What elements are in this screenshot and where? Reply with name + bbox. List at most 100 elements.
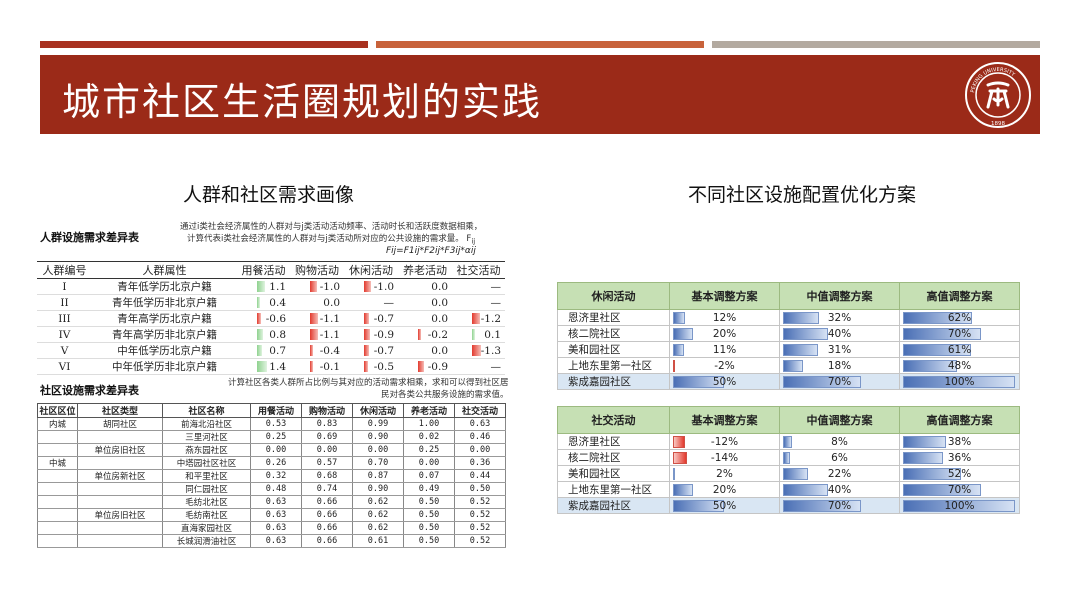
- data-bar: [673, 436, 686, 448]
- plan-value-cell: 62%: [899, 309, 1020, 326]
- value-bar: [472, 313, 481, 324]
- crowd-value-cell: 0.1: [452, 326, 505, 343]
- data-bar: [783, 436, 792, 448]
- plan-value: -14%: [710, 451, 739, 464]
- community-value: 0.48: [250, 482, 302, 496]
- community-table-note: 计算社区各类人群所占比例与其对应的活动需求相乘，求和可以得到社区居 民对各类公共…: [228, 377, 509, 401]
- value-bar: [310, 361, 313, 372]
- plan-value-cell: 31%: [779, 341, 900, 358]
- community-value: 0.25: [250, 430, 302, 444]
- leisure-activity-table: 休闲活动 基本调整方案 中值调整方案 高值调整方案 恩济里社区 12% 32% 62% 核二院…: [557, 282, 1020, 390]
- crowd-value-cell: -0.5: [344, 358, 398, 375]
- crowd-value-cell: 1.4: [237, 358, 290, 375]
- community-name: 核二院社区: [557, 325, 670, 342]
- community-value: 0.50: [454, 482, 506, 496]
- crowd-id: I: [37, 278, 92, 295]
- social_table-header: 基本调整方案: [669, 406, 780, 434]
- plan-value-cell: 8%: [779, 433, 900, 450]
- value-bar: [257, 345, 262, 356]
- table-row: 紫成嘉园社区 50% 70% 100%: [557, 373, 1020, 390]
- title-bar: 城市社区生活圈规划的实践 PEKING UNIVERSITY 1898: [40, 55, 1040, 134]
- community-table-header: 购物活动: [301, 403, 353, 418]
- top-stripe-dark-red: [40, 41, 368, 48]
- community-value: 0.61: [352, 534, 404, 548]
- crowd-value-cell: 0.0: [398, 278, 452, 295]
- community-value: 0.62: [352, 508, 404, 522]
- social_table-header: 高值调整方案: [899, 406, 1020, 434]
- value-bar: [472, 345, 482, 356]
- community-name: 毛纺北社区: [162, 495, 251, 509]
- plan-value-cell: 20%: [669, 325, 780, 342]
- community-location: [37, 430, 78, 444]
- community-value: 0.87: [352, 469, 404, 483]
- value-bar: [364, 281, 371, 292]
- community-value: 0.53: [250, 417, 302, 431]
- community-name: 恩济里社区: [557, 433, 670, 450]
- community-type: 单位房新社区: [77, 469, 163, 483]
- community-name: 燕东园社区: [162, 443, 251, 457]
- community-value: 0.52: [454, 521, 506, 535]
- plan-value-cell: 70%: [779, 497, 900, 514]
- crowd-value: —: [490, 280, 502, 293]
- community-value: 0.63: [250, 521, 302, 535]
- crowd-value: -0.2: [427, 328, 448, 341]
- community-name: 紫成嘉园社区: [557, 497, 670, 514]
- crowd-value-cell: -1.0: [290, 278, 344, 295]
- top-stripe-gray: [712, 41, 1040, 48]
- crowd-value-cell: -1.2: [452, 310, 505, 327]
- crowd-value-cell: -0.7: [344, 310, 398, 327]
- plan-value: 12%: [712, 311, 737, 324]
- crowd-id: V: [37, 342, 92, 359]
- value-bar: [310, 281, 317, 292]
- formula: Fij=F1ij*F2ij*F3ij*αij: [386, 246, 476, 256]
- plan-value-cell: 38%: [899, 433, 1020, 450]
- community-name: 和平里社区: [162, 469, 251, 483]
- community-value: 0.50: [403, 508, 455, 522]
- community-value: 0.90: [352, 482, 404, 496]
- crowd-value: -1.2: [480, 312, 501, 325]
- crowd-value: 1.1: [269, 280, 286, 293]
- crowd-value-cell: -0.9: [344, 326, 398, 343]
- community-name: 上地东里第一社区: [557, 357, 670, 374]
- community-value: 0.62: [352, 495, 404, 509]
- table-row: 美和园社区 11% 31% 61%: [557, 341, 1020, 358]
- community-value: 0.49: [403, 482, 455, 496]
- table-row: 核二院社区 20% 40% 70%: [557, 325, 1020, 342]
- crowd-value-cell: -1.3: [452, 342, 505, 359]
- plan-value: 38%: [947, 435, 972, 448]
- community-location: [37, 495, 78, 509]
- table-row: 上地东里第一社区 20% 40% 70%: [557, 481, 1020, 498]
- community-note-line-1: 计算社区各类人群所占比例与其对应的活动需求相乘，求和可以得到社区居: [228, 378, 509, 388]
- community-table-header: 休闲活动: [352, 403, 404, 418]
- community-table-header: 用餐活动: [250, 403, 302, 418]
- plan-value-cell: 61%: [899, 341, 1020, 358]
- value-bar: [418, 361, 425, 372]
- plan-value-cell: 70%: [779, 373, 900, 390]
- plan-value-cell: 40%: [779, 325, 900, 342]
- data-bar: [673, 360, 676, 372]
- crowd-value-cell: —: [452, 358, 505, 375]
- data-bar: [903, 436, 946, 448]
- community-value: 0.00: [301, 443, 353, 457]
- plan-value: 40%: [827, 327, 852, 340]
- crowd-note-line-2: 计算代表i类社会经济属性的人群对与j类活动所对应的公共设施的需求量。 Fij: [187, 234, 476, 246]
- plan-value: 50%: [712, 499, 737, 512]
- data-bar: [903, 344, 972, 356]
- data-bar: [783, 376, 862, 388]
- community-type: 单位房旧社区: [77, 443, 163, 457]
- plan-value: 61%: [947, 343, 972, 356]
- community-value: 0.32: [250, 469, 302, 483]
- plan-value-cell: 100%: [899, 373, 1020, 390]
- leisure_table-header: 中值调整方案: [779, 282, 900, 310]
- plan-value: 8%: [831, 435, 848, 448]
- crowd-attr: 中年低学历非北京户籍: [92, 358, 237, 375]
- community-type: [77, 430, 163, 444]
- community-type: [77, 495, 163, 509]
- community-note-line-2: 民对各类公共服务设施的需求值。: [381, 390, 509, 400]
- plan-value: 22%: [827, 467, 852, 480]
- community-name: 核二院社区: [557, 449, 670, 466]
- data-bar: [903, 312, 973, 324]
- crowd-table-header: 用餐活动: [237, 261, 290, 279]
- data-bar: [673, 328, 694, 340]
- plan-value-cell: 12%: [669, 309, 780, 326]
